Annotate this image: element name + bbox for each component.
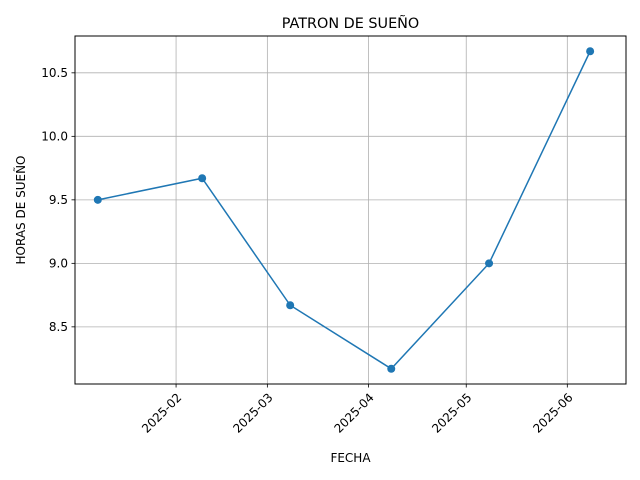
chart-title: PATRON DE SUEÑO [282, 15, 420, 32]
y-tick-label: 9.5 [49, 193, 68, 207]
y-axis-ticks: 8.5 9.0 9.5 10.0 10.5 [41, 66, 75, 334]
plot-frame [74, 35, 627, 385]
data-point [286, 301, 295, 310]
y-tick-label: 9.0 [49, 256, 68, 270]
data-point [387, 364, 396, 373]
data-point [586, 47, 595, 56]
series-line [97, 50, 591, 370]
y-tick-label: 10.0 [41, 129, 68, 143]
data-point [93, 195, 102, 204]
y-axis-label: HORAS DE SUEÑO [13, 155, 28, 264]
y-tick-label: 8.5 [49, 320, 68, 334]
data-point [485, 259, 494, 268]
x-axis-label: FECHA [330, 451, 371, 465]
data-point [198, 174, 207, 183]
series-layer [93, 47, 595, 373]
y-tick-label: 10.5 [41, 66, 68, 80]
grid-lines [75, 36, 626, 384]
